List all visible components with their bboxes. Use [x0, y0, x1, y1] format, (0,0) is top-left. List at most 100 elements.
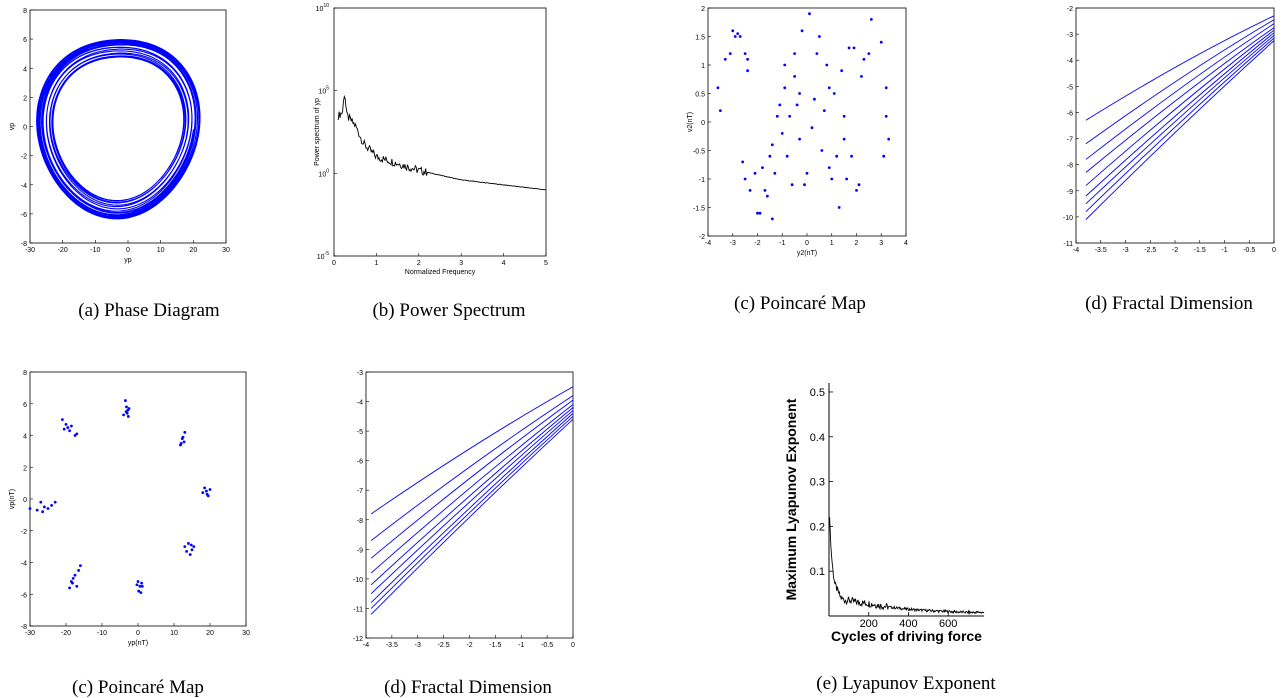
scatter-point	[53, 500, 57, 504]
scatter-point	[822, 109, 826, 112]
chart-panel-c1: -4 -3 -2 -1 0 1 2 3 4 -2 -1.5 -1 -0.5 0 0.5 1 1.5 2 y2(nT)…	[687, 6, 908, 314]
scatter-point	[857, 183, 861, 187]
chart-panel-c2: -30 -20 -10 0 10 20 30-8-6-4-202468yp(nT)vp(nT…	[9, 370, 250, 698]
x-tick-label: 20	[206, 630, 214, 637]
y-axis-label: v2(nT)	[687, 112, 694, 132]
series-line	[337, 94, 546, 191]
y-tick-label: 6	[23, 37, 27, 44]
x-tick-label: -3	[415, 642, 421, 649]
scatter-point	[738, 35, 742, 38]
x-tick-label: -2	[466, 642, 472, 649]
y-tick-label: 4	[23, 434, 27, 441]
scatter-point	[203, 486, 207, 490]
scatter-point	[741, 160, 745, 164]
scatter-point	[793, 75, 797, 78]
x-tick-label: 2	[855, 240, 859, 247]
scatter-point	[126, 415, 130, 418]
y-tick-label: 2	[23, 95, 27, 102]
y-tick-label: -2	[1067, 6, 1073, 13]
x-axis-label: yp	[124, 257, 132, 264]
scatter-point	[835, 154, 839, 158]
y-tick-exponent: 10	[323, 3, 329, 9]
scatter-point	[136, 580, 140, 583]
scatter-point	[718, 109, 722, 112]
scatter-point	[728, 52, 732, 55]
x-tick-label: 4	[502, 260, 506, 267]
series-orbit	[36, 39, 201, 220]
series-line	[828, 517, 985, 616]
x-tick-label: 3	[459, 260, 463, 267]
y-tick-label: 2	[701, 6, 705, 13]
scatter-point	[35, 508, 39, 512]
scatter-point	[61, 418, 64, 422]
x-tick-label: 200	[860, 618, 878, 630]
y-tick-label: 0.3	[810, 477, 825, 489]
scatter-point	[138, 584, 142, 588]
series-line	[370, 418, 574, 615]
x-tick-label: 0	[1272, 247, 1276, 254]
x-tick-label: -1	[1221, 247, 1227, 254]
x-axis-label: Normalized Frequency	[405, 269, 476, 276]
y-tick-label: 0.5	[695, 92, 705, 99]
series-line	[1085, 32, 1275, 197]
scatter-point	[137, 589, 141, 593]
scatter-point	[850, 154, 853, 158]
scatter-point	[842, 137, 846, 141]
y-tick-label: -7	[1067, 137, 1073, 144]
scatter-point	[753, 171, 757, 175]
scatter-point	[189, 543, 193, 547]
series-line	[1085, 27, 1275, 173]
series-line	[1085, 40, 1275, 220]
y-tick-label: -6	[21, 592, 27, 599]
x-tick-label: -3	[730, 240, 736, 247]
scatter-point	[837, 206, 841, 209]
scatter-point	[817, 35, 821, 38]
y-tick-label: 0	[701, 120, 705, 127]
scatter-point	[50, 503, 53, 507]
y-tick-label: -4	[357, 400, 363, 407]
scatter-point	[847, 46, 851, 50]
scatter-point	[68, 586, 71, 590]
scatter-point	[731, 29, 735, 33]
y-tick-label: 0.5	[810, 387, 825, 399]
scatter-point	[716, 86, 720, 90]
scatter-point	[140, 581, 144, 585]
y-tick-label: -8	[21, 241, 27, 248]
y-tick-label: -3	[1067, 32, 1073, 39]
y-tick-base: 10	[316, 6, 324, 13]
y-tick-label: 0	[23, 497, 27, 504]
y-tick-label: 0.4	[810, 432, 825, 444]
scatter-point	[125, 405, 128, 409]
y-axis-label: Power spectrum of yp	[314, 98, 321, 166]
series-line	[370, 404, 574, 574]
scatter-point	[860, 75, 863, 78]
x-tick-label: 5	[544, 260, 548, 267]
scatter-point	[785, 154, 789, 158]
x-tick-label: -3.5	[386, 642, 398, 649]
scatter-point	[783, 86, 787, 90]
chart-panel-d1: -4 -3.5 -3 -2.5 -2 -1.5 -1 -0.5 0 -11 -10 -9 -8 -7 -6 -…	[1063, 6, 1276, 314]
figure-caption: (d) Fractal Dimension	[1085, 293, 1253, 314]
scatter-point	[803, 183, 806, 187]
scatter-point	[124, 399, 127, 402]
scatter-point	[124, 410, 128, 414]
y-tick-label: -7	[357, 488, 363, 495]
plot-frame	[707, 7, 907, 237]
scatter-point	[798, 137, 801, 141]
y-tick-label: -8	[21, 624, 27, 631]
y-tick-label: -8	[1067, 163, 1073, 170]
x-tick-label: 3	[879, 240, 883, 247]
scatter-point	[813, 97, 816, 101]
y-tick-label: -5	[1067, 84, 1073, 91]
scatter-point	[41, 510, 44, 514]
y-tick-label: 2	[23, 465, 27, 472]
scatter-point	[183, 430, 187, 434]
scatter-point	[827, 166, 831, 170]
scatter-point	[778, 103, 782, 107]
scatter-point	[39, 500, 43, 504]
scatter-point	[192, 545, 196, 549]
scatter-point	[733, 35, 737, 38]
y-tick-exponent: 5	[326, 86, 329, 92]
x-tick-label: -1	[779, 240, 785, 247]
scatter-point	[887, 137, 891, 141]
